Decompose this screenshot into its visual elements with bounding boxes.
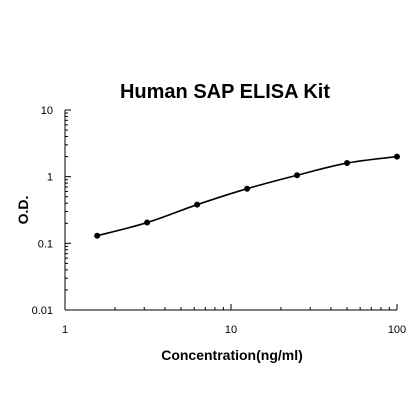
- data-points: [94, 153, 400, 239]
- x-axis-ticks: 1 10 100: [62, 304, 406, 336]
- y-tick-label: 0.01: [32, 305, 53, 317]
- data-point: [294, 172, 301, 179]
- data-point: [144, 219, 151, 226]
- data-point: [344, 160, 351, 167]
- data-point: [194, 201, 201, 208]
- x-tick-label: 1: [62, 324, 68, 336]
- chart-title: Human SAP ELISA Kit: [120, 81, 330, 103]
- x-tick-label: 10: [225, 324, 237, 336]
- y-tick-label: 1: [47, 172, 53, 184]
- x-axis-label: Concentration(ng/ml): [161, 347, 303, 363]
- data-point: [394, 153, 400, 160]
- y-axis-label: O.D.: [15, 196, 31, 225]
- fit-curve: [96, 155, 398, 237]
- y-tick-label: 10: [41, 105, 53, 117]
- x-tick-label: 100: [388, 324, 406, 336]
- data-point: [94, 232, 101, 239]
- y-axis-ticks: 0.01 0.1 1 10: [32, 105, 71, 317]
- data-point: [244, 185, 251, 192]
- axes: [64, 110, 397, 311]
- y-tick-label: 0.1: [38, 238, 53, 250]
